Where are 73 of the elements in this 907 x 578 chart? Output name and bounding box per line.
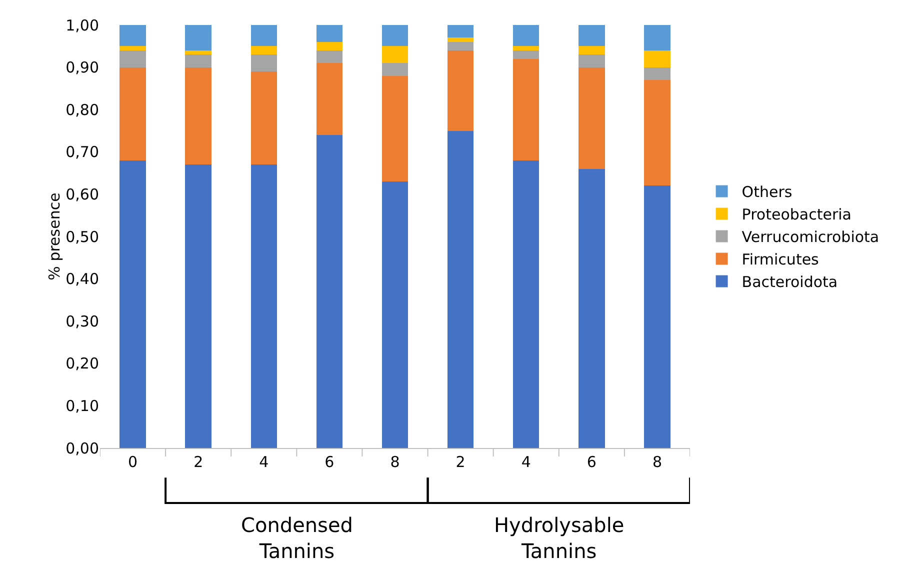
bar [644,67,670,80]
x-tick-label: 2 [456,453,466,471]
bar [120,160,146,448]
bar [513,50,540,59]
y-tick-label: 0,50 [66,228,99,246]
x-tick-label: 0 [128,453,138,471]
bar [578,54,605,68]
bar [382,46,408,64]
bar [513,160,540,448]
bar [382,76,408,182]
x-tick-label: 6 [586,453,596,471]
bar [120,46,146,50]
x-tick-label: 8 [652,453,662,471]
bar [250,46,277,55]
y-tick-label: 1,00 [66,16,99,34]
bar [120,67,146,160]
x-tick-label: 8 [390,453,400,471]
bar [382,63,408,76]
bar [447,25,474,38]
bar [185,50,212,55]
bar [382,25,408,46]
bar [644,186,670,448]
bar [447,38,474,42]
bar [316,42,343,50]
bar [644,25,670,50]
x-tick-label: 4 [259,453,269,471]
bar [644,50,670,68]
x-tick-label: 2 [194,453,204,471]
bar [578,67,605,169]
bar [382,182,408,448]
bar [513,46,540,50]
bar [120,25,146,46]
legend-label: Proteobacteria [742,206,852,224]
legend-label: Bacteroidota [742,273,838,292]
y-tick-label: 0,80 [66,100,99,119]
bar [513,58,540,160]
bar [185,25,212,50]
bar [447,42,474,50]
legend-label: Verrucomicrobiota [742,228,880,246]
y-tick-label: 0,70 [66,143,99,162]
bar [316,50,343,64]
text: Condensed Tannins [241,513,353,563]
bar [513,25,540,46]
y-tick-label: 0,40 [66,270,99,288]
y-tick-label: 0,60 [66,185,99,204]
bar [316,63,343,135]
bar [578,25,605,46]
bar [316,25,343,42]
legend-label: Firmicutes [742,250,820,269]
y-tick-label: 0,20 [66,354,99,373]
y-axis-title: % presence [46,192,64,280]
bar [447,130,474,448]
bar [578,46,605,55]
bar [185,54,212,68]
y-tick-label: 0,10 [66,396,99,415]
x-tick-label: 4 [521,453,531,471]
x-tick-label: 6 [324,453,334,471]
y-tick-label: 0,30 [66,312,99,330]
bar [120,50,146,68]
bar [185,164,212,448]
bar [250,164,277,448]
y-tick-label: 0,90 [66,58,99,77]
legend-label: Others [742,183,792,202]
bar [447,50,474,131]
y-tick-label: 0,00 [66,439,99,458]
bar [644,80,670,186]
bar [185,67,212,165]
bar [250,25,277,46]
bar [316,134,343,448]
bar [250,54,277,72]
text: Hydrolysable Tannins [494,513,624,563]
bar [578,168,605,448]
bar [250,72,277,165]
